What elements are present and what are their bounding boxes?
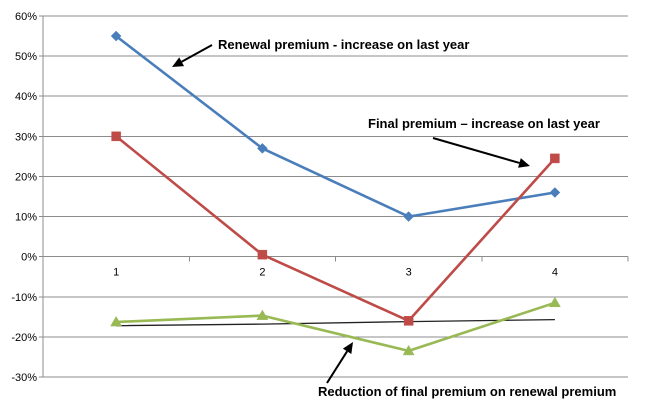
data-point-renewal (403, 211, 414, 222)
y-tick-label: 10% (15, 212, 37, 224)
y-tick-label: 0% (21, 252, 37, 264)
y-tick-label: 20% (15, 171, 37, 183)
x-tick-label: 1 (113, 267, 119, 279)
arrow-renewal-head (172, 57, 185, 67)
trendline (116, 318, 555, 327)
arrow-renewal (172, 44, 213, 67)
gridlines (43, 15, 628, 378)
series-line-renewal (114, 34, 557, 218)
data-point-reduction (110, 316, 123, 327)
data-point-final (111, 131, 121, 142)
y-tick-label: 50% (15, 51, 37, 63)
data-point-final (257, 249, 268, 260)
data-point-renewal (549, 187, 561, 198)
series-line-reduction (114, 301, 557, 353)
arrow-reduction (326, 342, 353, 384)
arrow-reduction-shaft (326, 350, 348, 384)
data-point-reduction (402, 344, 415, 356)
y-axis-tick-labels: -30% -20% -10% 0% 10% 20% 30% 40% 50% 60% (11, 11, 37, 384)
arrow-final-head (518, 158, 530, 168)
series-line-final (114, 135, 557, 323)
annotation-reduction: Reduction of final premium on renewal pr… (318, 384, 616, 399)
y-tick-label: -20% (11, 332, 37, 344)
y-tick-label: -30% (11, 372, 37, 384)
arrow-final-shaft (432, 137, 520, 164)
annotations: Renewal premium - increase on last year … (218, 37, 616, 399)
data-point-renewal (257, 143, 268, 154)
annotation-arrows (172, 44, 530, 384)
x-tick-label: 4 (552, 267, 558, 279)
data-point-renewal (110, 30, 122, 42)
annotation-renewal: Renewal premium - increase on last year (218, 37, 469, 52)
arrow-final (432, 137, 530, 168)
y-tick-label: 60% (15, 11, 37, 23)
y-tick-label: 40% (15, 91, 37, 103)
arrow-reduction-head (342, 342, 353, 354)
y-tick-label: 30% (15, 131, 37, 143)
x-axis-tick-labels: 1 2 3 4 (113, 267, 558, 279)
data-point-final (403, 316, 414, 326)
y-tick-label: -10% (11, 292, 37, 304)
x-tick-label: 3 (406, 267, 412, 279)
x-tick-label: 2 (259, 267, 265, 279)
annotation-final: Final premium – increase on last year (368, 116, 600, 131)
trendline-layer (116, 318, 555, 327)
series-layer (110, 30, 561, 356)
axes (39, 15, 629, 378)
data-point-final (550, 153, 560, 164)
data-point-reduction (548, 296, 561, 308)
arrow-renewal-shaft (181, 44, 213, 63)
data-point-reduction (256, 309, 269, 320)
